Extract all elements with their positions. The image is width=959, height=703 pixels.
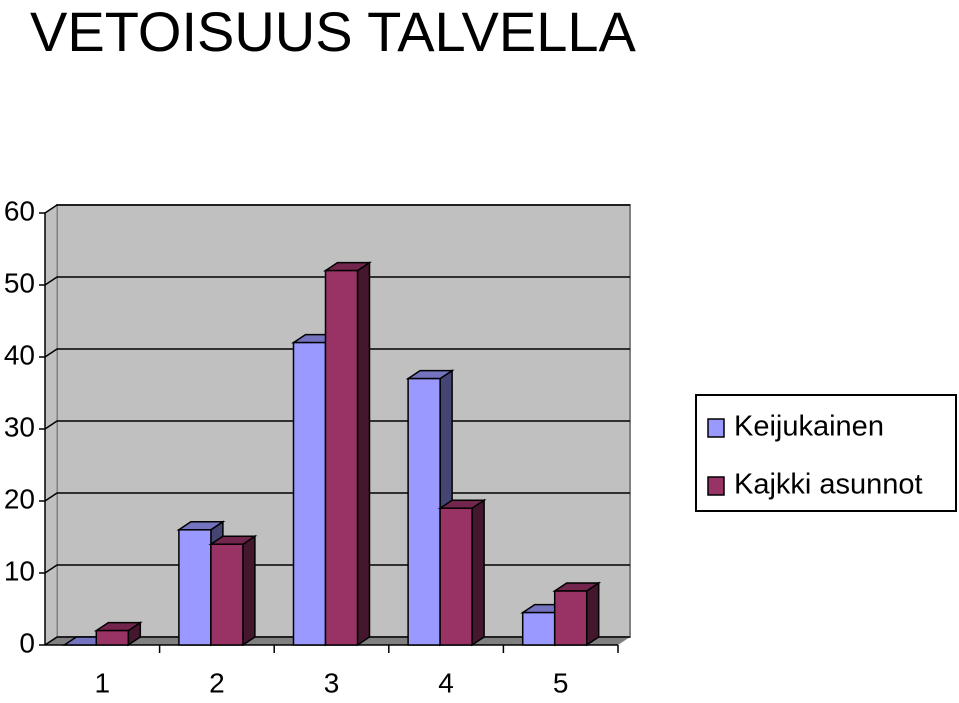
x-tick-label: 5: [553, 667, 569, 698]
bar-group: [552, 581, 602, 647]
bar: [292, 341, 327, 646]
bar: [521, 611, 556, 646]
bar: [324, 269, 359, 646]
legend-label: Kajkki asunnot: [734, 469, 923, 501]
bar-group: [208, 534, 258, 647]
y-tick-label: 40: [4, 339, 35, 370]
bar-group: [323, 261, 372, 647]
bar-group: [437, 498, 487, 647]
bar: [95, 629, 130, 646]
y-tick-label: 60: [4, 195, 35, 226]
bar-side: [585, 581, 600, 647]
bar: [407, 377, 441, 646]
bar-side: [356, 261, 371, 647]
bar-group: [93, 621, 143, 647]
bar-side: [242, 534, 256, 647]
legend-box: [695, 394, 957, 512]
y-tick-label: 0: [19, 627, 35, 658]
bar: [210, 543, 244, 646]
legend-label: Keijukainen: [734, 411, 884, 443]
bar: [439, 507, 473, 646]
legend-swatch: [707, 418, 725, 438]
grid-line: [44, 276, 630, 286]
x-tick-label: 2: [209, 667, 225, 698]
legend-swatch: [707, 476, 725, 496]
x-tick-label: 4: [438, 667, 454, 698]
y-tick-label: 10: [4, 555, 35, 586]
y-tick-label: 30: [4, 411, 35, 442]
bar-side: [471, 498, 485, 647]
chart-title: VETOISUUS TALVELLA: [30, 0, 637, 63]
grid-line: [44, 348, 630, 358]
grid-line: [44, 204, 630, 214]
y-tick-label: 20: [4, 483, 35, 514]
x-tick-label: 1: [95, 667, 111, 698]
x-tick-label: 3: [324, 667, 340, 698]
bar: [553, 590, 588, 646]
bar: [178, 529, 212, 646]
y-tick-label: 50: [4, 267, 35, 298]
